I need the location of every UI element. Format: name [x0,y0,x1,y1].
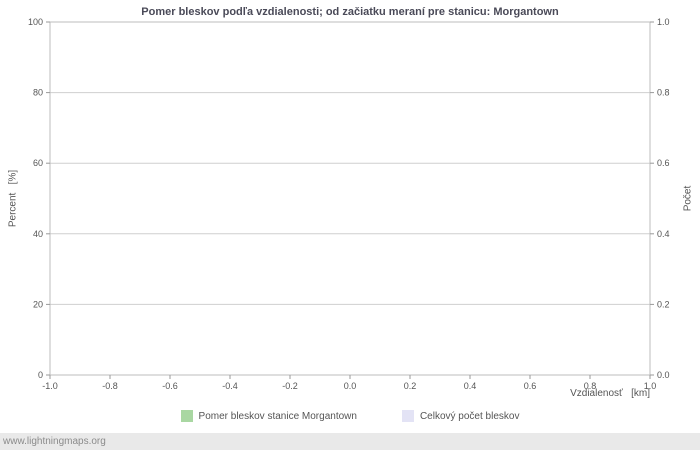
legend-swatch-total-count [401,410,414,422]
x-tick-label: -0.8 [102,381,118,391]
footer-bar: www.lightningmaps.org [0,433,700,450]
legend-label: Celkový počet bleskov [419,410,520,422]
x-tick-label: 0.4 [464,381,477,391]
x-tick-label: 0.6 [524,381,537,391]
y-tick-label-left: 40 [33,229,43,239]
y-tick-label-right: 0.2 [657,299,670,309]
y-tick-label-left: 20 [33,299,43,309]
y-tick-label-left: 0 [38,370,43,380]
legend-label: Pomer bleskov stanice Morgantown [198,410,357,422]
y-tick-label-right: 1.0 [657,17,670,27]
chart-title: Pomer bleskov podľa vzdialenosti; od zač… [141,6,559,18]
x-axis-label: Vzdialenosť [km] [570,388,650,399]
y-tick-label-right: 0.4 [657,229,670,239]
y-axis-label-left: Percent [%] [7,169,19,228]
y-axis-label-right: Počet [682,185,694,212]
x-tick-label: 0.8 [584,381,597,391]
legend-item: Pomer bleskov stanice Morgantown [180,410,357,422]
legend: Pomer bleskov stanice Morgantown Celkový… [0,410,700,422]
legend-item: Celkový počet bleskov [401,410,520,422]
y-tick-label-left: 80 [33,88,43,98]
watermark-link[interactable]: www.lightningmaps.org [3,436,106,447]
x-tick-label: 1.0 [644,381,657,391]
y-tick-label-left: 60 [33,158,43,168]
legend-swatch-station-ratio [180,410,193,422]
x-tick-label: -1.0 [42,381,58,391]
y-tick-label-right: 0.6 [657,158,670,168]
plot-border [49,21,651,376]
y-tick-label-right: 0.0 [657,370,670,380]
x-tick-label: -0.6 [162,381,178,391]
x-tick-label: 0.0 [344,381,357,391]
x-tick-label: -0.2 [282,381,298,391]
y-tick-label-right: 0.8 [657,88,670,98]
y-tick-label-left: 100 [28,17,43,27]
x-tick-label: -0.4 [222,381,238,391]
x-tick-label: 0.2 [404,381,417,391]
